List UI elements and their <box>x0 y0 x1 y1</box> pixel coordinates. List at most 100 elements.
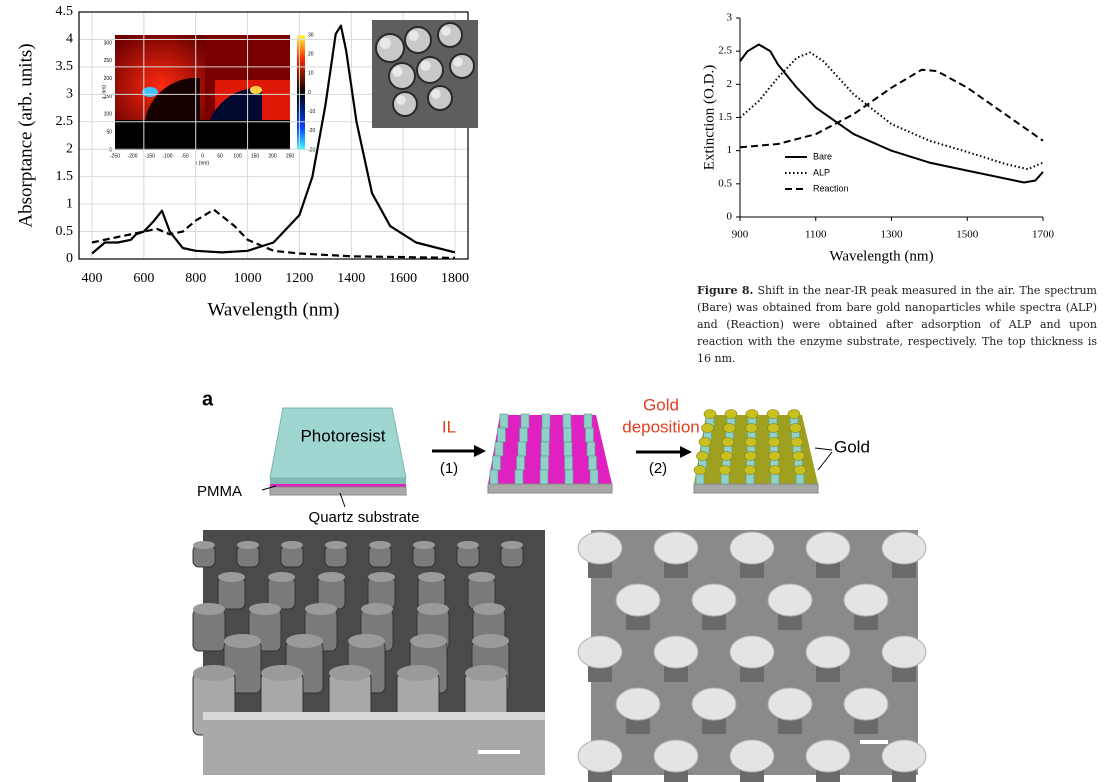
y-tick-label: 2.5 <box>718 45 732 57</box>
gold-cap <box>766 409 780 419</box>
pillar <box>585 427 594 443</box>
sem-pillar-top <box>473 603 505 615</box>
y-tick-label: 0.5 <box>56 224 74 239</box>
colorbar-tick-label: 10 <box>308 71 314 77</box>
sem-pillar-top <box>325 541 347 549</box>
pillar <box>564 469 574 485</box>
pillar <box>562 413 572 429</box>
sem-particle <box>449 53 475 79</box>
sem-gold-cap <box>615 687 661 721</box>
inset-x-tick-label: -200 <box>127 153 137 159</box>
y-tick-label: 2 <box>66 141 73 156</box>
pointer <box>814 447 833 451</box>
y-tick-label: 2 <box>727 78 733 90</box>
sem-pillar-top <box>368 572 395 582</box>
pillar <box>589 469 599 485</box>
colorbar-tick-label: -10 <box>308 109 315 115</box>
sem-pillar-top <box>249 603 281 615</box>
sem-pillar-top <box>468 572 495 582</box>
legend-label: Bare <box>813 151 832 161</box>
gold-cap <box>698 437 712 447</box>
gold-cap <box>787 409 801 419</box>
inset-x-tick-label: -50 <box>181 153 188 159</box>
pillar <box>494 441 504 457</box>
panel-label: a <box>202 388 214 410</box>
x-tick-label: 1000 <box>234 271 262 286</box>
sem-pillar <box>192 608 226 652</box>
pillar <box>520 413 530 429</box>
pillar <box>492 455 501 471</box>
caption: Figure 8. Shift in the near-IR peak meas… <box>697 282 1097 367</box>
inset-x-tick-label: 200 <box>268 153 277 159</box>
substrate <box>487 483 613 494</box>
substrate-label: Quartz substrate <box>309 509 420 526</box>
inset-y-tick-label: 0 <box>109 147 112 153</box>
x-tick-label: 400 <box>81 271 102 286</box>
substrate <box>693 483 819 494</box>
inset-x-tick-label: -250 <box>110 153 120 159</box>
colorbar-tick-label: 30 <box>308 32 314 38</box>
sem-highlight <box>392 66 403 77</box>
series-line <box>739 43 1044 184</box>
colorbar-tick-label: 0 <box>308 90 311 96</box>
colorbar-tick-label: 20 <box>308 51 314 57</box>
pillar <box>588 455 597 471</box>
sem-pillar-top <box>193 541 215 549</box>
pillar <box>563 441 573 457</box>
gold-cap <box>703 409 717 419</box>
inset-y-label: z (nm) <box>101 85 107 100</box>
inset-x-tick-label: 100 <box>233 153 242 159</box>
gold-cap <box>789 423 802 433</box>
sem-highlight <box>420 60 431 71</box>
gold-label: Gold <box>834 437 870 456</box>
sem-gold-cap <box>729 531 775 565</box>
x-tick-label: 900 <box>732 229 749 241</box>
gold-cap <box>768 451 781 461</box>
gold-cap <box>793 465 807 475</box>
sem-gold-cap <box>653 635 699 669</box>
gold-cap <box>767 423 780 433</box>
sem-gold-cap <box>843 583 889 617</box>
x-tick-label: 800 <box>185 271 206 286</box>
x-tick-label: 1400 <box>337 271 365 286</box>
series-line <box>739 68 1044 149</box>
plot-frame <box>78 11 469 260</box>
gold-cap <box>792 451 805 461</box>
sem-highlight <box>453 57 463 67</box>
sem-pillar-top <box>268 572 295 582</box>
sem-highlight <box>396 95 406 105</box>
sem-pillar-top <box>417 603 449 615</box>
inset-particle <box>210 87 262 120</box>
inset-x-tick-label: -150 <box>145 153 155 159</box>
caption-label: Figure 8. <box>697 284 754 297</box>
sem-gold-cap <box>691 687 737 721</box>
sem-pillar-top <box>261 665 303 681</box>
inset-substrate <box>115 120 290 150</box>
photoresist-front <box>270 478 406 484</box>
gold-cap <box>718 465 732 475</box>
sem-pillar-top <box>465 665 507 681</box>
y-tick-label: 4.5 <box>56 4 74 19</box>
colorbar-tick-label: -30 <box>308 147 315 153</box>
x-tick-label: 1700 <box>1032 229 1055 241</box>
gold-cap <box>745 409 759 419</box>
gold-cap <box>724 409 738 419</box>
pmma-layer <box>270 484 406 487</box>
pillar <box>499 413 509 429</box>
sem-highlight <box>431 89 441 99</box>
gold-cap <box>744 451 757 461</box>
sem-pillar-top <box>397 665 439 681</box>
sem-gold-cap <box>729 739 775 773</box>
step-label: deposition <box>622 417 700 436</box>
sem-pillar-top <box>501 541 523 549</box>
sem-highlight <box>408 30 419 41</box>
sem-pillar-top <box>237 541 259 549</box>
x-tick-label: 1200 <box>285 271 313 286</box>
inset-x-tick-label: 250 <box>286 153 295 159</box>
y-tick-label: 0 <box>727 211 733 223</box>
pillar <box>586 441 596 457</box>
sem-highlight <box>441 26 451 36</box>
sem-particle <box>375 33 405 63</box>
sem-gold-cap <box>577 739 623 773</box>
x-tick-label: 1600 <box>389 271 417 286</box>
